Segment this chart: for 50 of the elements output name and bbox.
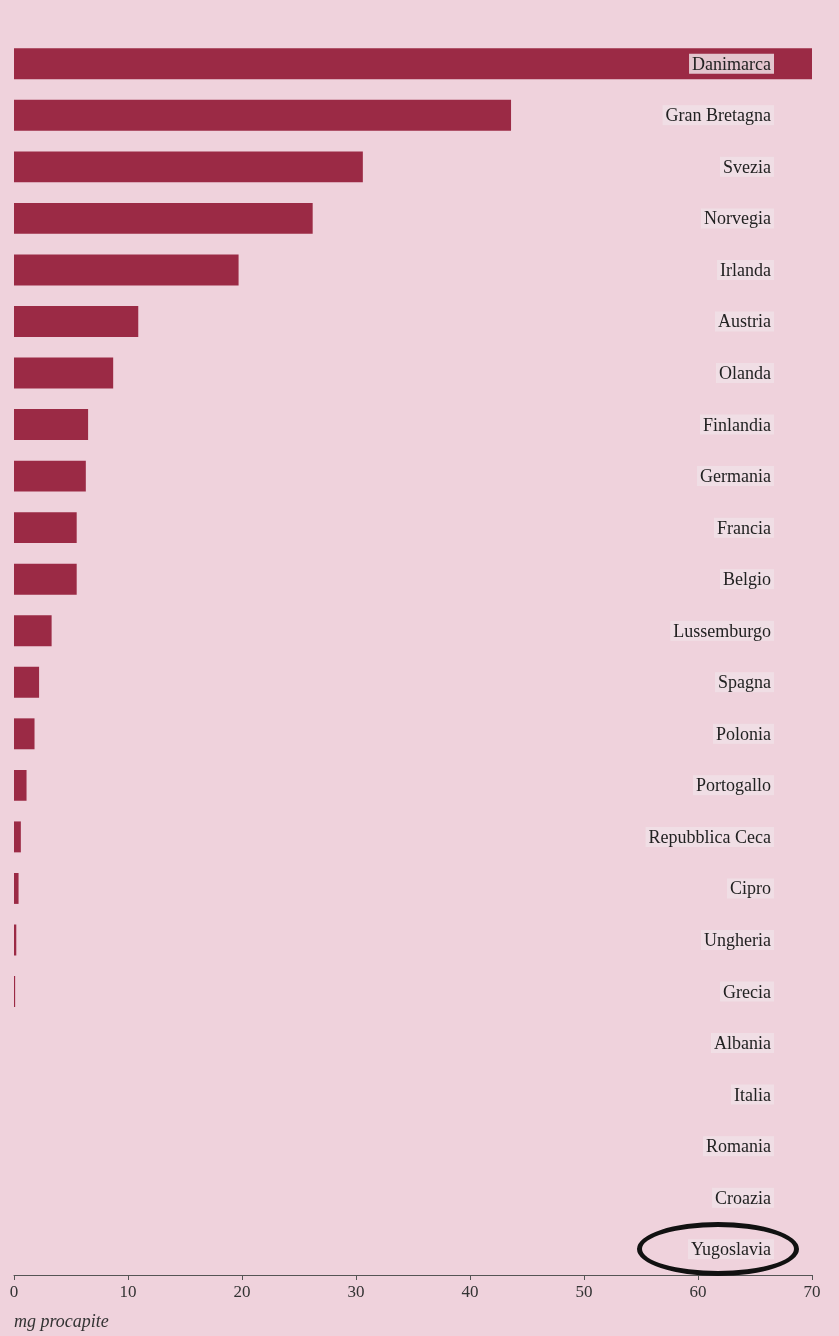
bar	[14, 409, 89, 441]
bar	[14, 151, 363, 183]
y-tick-label: Cipro	[729, 878, 771, 899]
y-tick-label: Spagna	[718, 672, 771, 693]
y-tick-label: Gran Bretagna	[665, 105, 772, 126]
bar	[14, 306, 139, 337]
y-tick-label: Yugoslavia	[691, 1239, 771, 1260]
y-tick-label: Grecia	[723, 981, 771, 1002]
x-axis-title: mg procapite	[14, 1311, 109, 1331]
x-tick-label: 20	[233, 1282, 251, 1301]
y-tick-label: Finlandia	[703, 414, 771, 435]
y-tick-label: Austria	[718, 311, 771, 332]
y-tick-label: Svezia	[723, 156, 772, 177]
x-tick-label: 60	[689, 1282, 707, 1301]
bar	[14, 99, 512, 131]
bar	[14, 254, 239, 286]
y-tick-label: Ungheria	[704, 929, 771, 950]
bar	[14, 202, 313, 234]
bar	[14, 615, 52, 647]
y-tick-label: Albania	[714, 1033, 772, 1054]
bar	[14, 460, 86, 492]
bar	[14, 718, 35, 750]
x-tick-label: 40	[461, 1282, 479, 1301]
y-tick-label: Germania	[700, 466, 771, 487]
bar	[14, 357, 114, 389]
bar	[14, 512, 77, 544]
y-tick-label: Romania	[706, 1136, 771, 1157]
y-tick-label: Repubblica Ceca	[648, 826, 772, 847]
bar	[14, 666, 40, 698]
y-tick-label: Irlanda	[720, 259, 772, 280]
bar	[14, 563, 77, 595]
bar	[14, 769, 27, 801]
x-tick-label: 0	[9, 1282, 19, 1301]
y-tick-label: Belgio	[723, 569, 771, 590]
y-tick-label: Olanda	[719, 363, 771, 384]
x-tick-label: 10	[119, 1282, 137, 1301]
y-tick-label: Portogallo	[696, 775, 771, 796]
x-tick-label: 70	[803, 1282, 821, 1301]
y-tick-label: Norvegia	[704, 208, 771, 229]
y-tick-label: Croazia	[715, 1187, 772, 1208]
bar	[14, 48, 812, 80]
bar	[14, 872, 19, 904]
bar	[14, 821, 21, 853]
y-tick-label: Francia	[717, 517, 771, 538]
y-tick-label: Polonia	[715, 723, 771, 744]
x-tick-label: 30	[347, 1282, 365, 1301]
x-tick-label: 50	[575, 1282, 593, 1301]
y-tick-label: Italia	[734, 1084, 771, 1105]
y-tick-label: Danimarca	[692, 53, 772, 74]
y-tick-label: Lussemburgo	[673, 620, 771, 641]
